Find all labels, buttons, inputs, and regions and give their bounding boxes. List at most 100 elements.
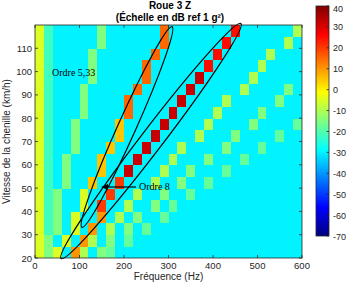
heatmap-cell [44,235,53,247]
heatmap-cell [275,72,284,84]
heatmap-cell [151,235,160,247]
heatmap-cell [71,48,80,60]
heatmap-cell [213,72,222,84]
x-axis-label: Fréquence (Hz) [134,271,203,282]
heatmap-cell [160,37,169,49]
heatmap-cell [275,200,284,212]
heatmap-cell [266,165,275,177]
heatmap-cell [177,48,186,60]
heatmap-cell [97,223,106,235]
x-tick-label: 300 [161,260,177,271]
heatmap-cell [204,211,213,223]
heatmap-cell [177,60,186,72]
heatmap-cell [293,246,302,258]
annotation-ellipse [52,17,249,266]
heatmap-cell [106,118,115,130]
heatmap-cell [88,246,97,258]
heatmap-cell [151,165,160,177]
colorbar-tick-label: -60 [333,211,346,221]
heatmap-cell [44,83,53,95]
heatmap-cell [240,223,249,235]
heatmap-cell [240,235,249,247]
heatmap-cell [293,153,302,165]
heatmap-cell [275,142,284,154]
heatmap-cell [275,37,284,49]
y-tick [35,118,38,119]
heatmap-cell [177,83,186,95]
heatmap-cell [204,107,213,119]
heatmap-cell [35,153,44,165]
heatmap-cell [62,223,71,235]
heatmap-cell [177,142,186,154]
chart-title: Roue 3 Z [149,0,191,11]
heatmap-cell [213,95,222,107]
colorbar-tick-label: 20 [333,43,343,53]
heatmap-cell [169,60,178,72]
y-tick-label: 20 [21,253,32,264]
heatmap-cell [177,246,186,258]
heatmap-cell [80,176,89,188]
heatmap-cell [97,142,106,154]
y-tick [35,94,38,95]
heatmap-cell [53,200,62,212]
heatmap-cell [266,153,275,165]
heatmap-cell [97,48,106,60]
heatmap-cell [124,188,133,200]
heatmap-cell [231,83,240,95]
heatmap-cell [284,95,293,107]
heatmap-cell [249,95,258,107]
y-tick [299,234,302,235]
heatmap-cell [195,107,204,119]
heatmap-cell [266,223,275,235]
heatmap-cell [124,165,133,177]
heatmap-cell [275,25,284,37]
heatmap-cell [293,72,302,84]
heatmap-cell [177,176,186,188]
heatmap-cell [35,246,44,258]
heatmap-cell [62,165,71,177]
heatmap-cell [186,165,195,177]
heatmap-cell [240,200,249,212]
heatmap-cell [88,130,97,142]
heatmap-cell [266,235,275,247]
colorbar-tick [327,215,330,216]
heatmap-cell [124,37,133,49]
heatmap-cell [266,118,275,130]
heatmap-cell [293,130,302,142]
heatmap-cell [53,83,62,95]
heatmap-cell [44,95,53,107]
heatmap-cell [80,153,89,165]
y-tick-label: 90 [21,89,32,100]
heatmap-cell [35,235,44,247]
heatmap-cell [240,95,249,107]
heatmap-cell [115,246,124,258]
heatmap-cell [284,118,293,130]
heatmap-cell [53,211,62,223]
heatmap-cell [142,246,151,258]
heatmap-cell [53,130,62,142]
heatmap-cell [249,200,258,212]
heatmap-cell [293,118,302,130]
heatmap-cell [80,37,89,49]
heatmap-cell [231,130,240,142]
heatmap-cell [293,211,302,223]
heatmap-cell [106,235,115,247]
heatmap-cell [293,107,302,119]
y-tick [35,234,38,235]
heatmap-cell [266,200,275,212]
heatmap-cell [249,130,258,142]
heatmap-cell [204,246,213,258]
heatmap-cell [258,153,267,165]
heatmap-cell [80,211,89,223]
heatmap-cell [258,211,267,223]
heatmap-cell [71,95,80,107]
heatmap-cell [275,153,284,165]
heatmap-cell [35,165,44,177]
y-tick [299,188,302,189]
heatmap-cell [275,130,284,142]
heatmap-cell [97,107,106,119]
heatmap-cell [62,153,71,165]
heatmap-cell [88,107,97,119]
heatmap-cell [124,118,133,130]
heatmap-cell [88,142,97,154]
